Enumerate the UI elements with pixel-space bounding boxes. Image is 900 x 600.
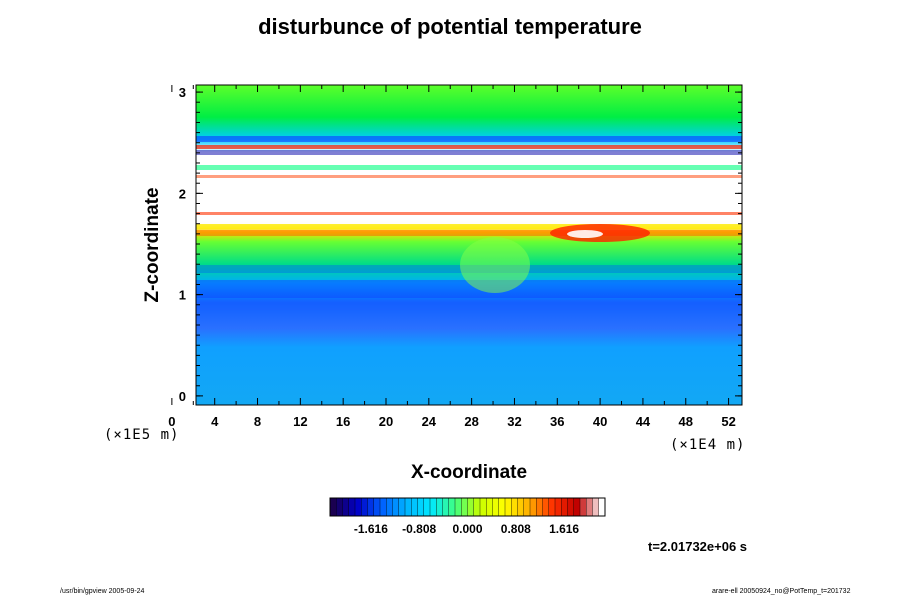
y-tick-label: 2 [179,186,186,201]
colorbar-tick-label: 0.808 [500,522,531,536]
texture-band [196,224,742,229]
x-tick-label: 28 [464,414,478,429]
colorbar-cell [511,498,518,516]
colorbar-cell [405,498,412,516]
x-tick-label: 44 [636,414,651,429]
colorbar-cell [342,498,350,516]
colorbar-cell [548,498,556,516]
colorbar-cell [523,498,531,516]
texture-band [196,165,742,170]
colorbar-cell [473,498,481,516]
colorbar-cell [330,498,337,516]
colorbar-cell [380,498,387,516]
colorbar-tick-labels: -1.616 -0.808 0.000 0.808 1.616 [0,522,900,538]
plot-frame [195,84,743,406]
colorbar-cell [417,498,425,516]
heatmap-field [196,85,742,405]
x-tick-label: 24 [422,414,437,429]
y-tick-label: 3 [179,85,186,100]
x-tick-label: 32 [507,414,521,429]
colorbar-tick-label: 0.000 [452,522,483,536]
colorbar-cell [361,498,368,516]
colorbar-frame [329,497,606,517]
texture-band [196,145,742,149]
colorbar-cell [561,498,568,516]
colorbar-tick-label: -0.808 [402,522,437,536]
colorbar-cell [598,498,606,516]
colorbar-cell [436,498,443,516]
colorbar-tick-label: -1.616 [353,522,388,536]
colorbar-cell [367,498,375,516]
colorbar [329,497,606,517]
texture-band [196,150,742,155]
colorbar-cell [386,498,393,516]
colorbar-cell [442,498,450,516]
colorbar-cell [486,498,493,516]
colorbar-cell [492,498,500,516]
colorbar-cell [567,498,575,516]
colorbar-cell [336,498,343,516]
colorbar-cell [586,498,593,516]
hot-spot-core [567,230,603,238]
texture-band [196,175,742,178]
x-axis-title: X-coordinate [411,462,527,483]
x-tick-label: 48 [679,414,693,429]
x-tick-label: 0 [168,414,175,429]
colorbar-cell [467,498,475,516]
texture-band [196,218,742,224]
x-tick-label: 12 [293,414,307,429]
texture-band [196,136,742,142]
colorbar-cell [411,498,418,516]
colorbar-cell [480,498,487,516]
texture-band [196,230,742,236]
colorbar-cell [505,498,512,516]
colorbar-cell [573,498,581,516]
colorbar-tick-label: 1.616 [549,522,580,536]
footer-right-text: arare-ell 20050924_no@PotTemp_t=201732 [712,588,851,595]
footer-left-text: /usr/bin/gpview 2005-09-24 [60,588,145,595]
colorbar-cell [498,498,506,516]
texture-band [196,212,742,215]
colorbar-cell [423,498,431,516]
y-unit-label: (×1E5 m) [104,427,179,443]
colorbar-cell [461,498,468,516]
colorbar-cell [455,498,462,516]
y-axis-title: Z-coordinate [142,187,163,302]
texture-band [196,280,742,298]
plume [460,237,530,293]
y-tick-label: 1 [179,288,186,303]
colorbar-cell [398,498,406,516]
x-unit-label: (×1E4 m) [670,437,745,453]
x-tick-label: 52 [721,414,735,429]
colorbar-cell [430,498,437,516]
x-tick-label: 4 [211,414,219,429]
time-label: t=2.01732e+06 s [648,539,748,554]
chart-title: disturbunce of potential temperature [258,14,642,39]
colorbar-cell [517,498,525,516]
y-tick-label: 0 [179,389,186,404]
colorbar-cell [530,498,537,516]
texture-band [196,300,742,310]
colorbar-cell [580,498,587,516]
colorbar-cell [592,498,600,516]
colorbar-cell [348,498,356,516]
x-tick-label: 40 [593,414,607,429]
x-tick-label: 8 [254,414,261,429]
colorbar-cell [555,498,562,516]
colorbar-cell [373,498,381,516]
x-tick-label: 36 [550,414,564,429]
x-tick-label: 20 [379,414,393,429]
x-axis: 0 4 8 12 16 20 24 28 32 36 40 44 48 52 [168,85,736,429]
x-tick-label: 16 [336,414,350,429]
colorbar-cell [392,498,400,516]
colorbar-cell [355,498,362,516]
colorbar-cell [448,498,456,516]
y-axis: 0 1 2 3 [179,85,742,404]
colorbar-cell [542,498,550,516]
colorbar-cell [536,498,543,516]
